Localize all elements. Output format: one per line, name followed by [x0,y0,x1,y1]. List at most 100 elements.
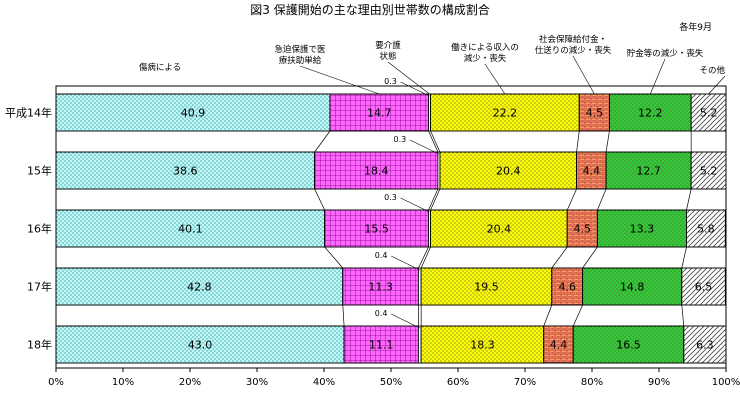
x-tick-label: 80% [581,377,603,388]
connector-line [314,188,325,211]
bar-segment-pattern [55,151,316,190]
series-label-leader [387,61,430,95]
data-label: 43.0 [188,339,213,352]
data-label: 0.4 [375,309,388,318]
bar-segment-pattern [572,325,685,364]
data-label: 12.2 [638,107,663,120]
connector-line [566,188,577,211]
data-label: 15.5 [364,223,389,236]
data-label: 4.4 [583,165,601,178]
bar-segment-pattern [566,209,598,248]
series-label: その他 [699,65,725,76]
leader-line [391,255,420,271]
connector-line [430,188,441,211]
leader-line [391,313,420,329]
x-tick-label: 90% [648,377,670,388]
connector-line [605,130,610,153]
data-label: 4.5 [574,223,592,236]
bar-segment-pattern [683,325,727,364]
x-axis: 平成14年 15年 16年 17年 18年 0% 10% 20% 30% 40% 50% 60% 70%… [5,106,740,389]
data-label: 14.7 [367,107,392,120]
bar-segment-pattern [329,93,429,132]
bar-segment-pattern [576,151,607,190]
series-label-leader [650,58,666,95]
data-label: 18.4 [364,165,389,178]
connector-line [597,188,607,211]
category-label: 16年 [27,222,52,236]
data-label: 6.5 [695,281,713,294]
data-label: 38.6 [173,165,198,178]
bar-segment-pattern [686,209,726,248]
data-label: 20.4 [487,223,512,236]
leader-line [409,139,440,155]
data-label: 11.1 [369,339,394,352]
connector-line [582,246,598,269]
bar-segment-pattern [430,93,580,132]
data-label: 4.5 [586,107,604,120]
bar-segment-pattern [681,267,726,306]
data-label: 4.4 [550,339,568,352]
x-tick-label: 50% [380,377,402,388]
x-tick-label: 10% [112,377,134,388]
bar-segment-pattern [314,151,439,190]
connector-line [551,246,568,269]
bar-segment-pattern [420,267,553,306]
bar-segment-pattern [430,209,568,248]
connector-line [314,130,331,153]
connector-line [428,130,439,153]
series-label: 急迫保護で医 [274,44,326,55]
series-label-leader [484,63,506,95]
data-label: 11.3 [368,281,393,294]
bar-segment-pattern [690,151,727,190]
data-label: 5.2 [700,165,718,178]
series-label: 傷病による [139,62,181,73]
series-label: 仕送りの減少・喪失 [535,45,612,56]
connector-line [428,188,439,211]
connector-line [686,188,692,211]
bar-segment-pattern [582,267,683,306]
bar-segment-pattern [55,93,331,132]
connector-line [420,246,431,269]
series-label: 要介護 [375,40,401,51]
category-label: 平成14年 [5,106,52,120]
data-label: 0.3 [394,135,407,144]
data-label: 18.3 [470,339,495,352]
connector-line [572,304,583,327]
bar-segment-pattern [596,209,687,248]
x-tick-label: 30% [246,377,268,388]
series-label-leader [708,75,726,95]
data-label: 16.5 [616,339,641,352]
data-label: 12.7 [636,165,661,178]
bar-segment-pattern [609,93,692,132]
data-label: 40.1 [178,223,203,236]
x-tick-label: 40% [313,377,335,388]
data-label: 6.3 [696,339,714,352]
chart-note: 各年9月 [679,21,712,33]
bar-segment-pattern [551,267,584,306]
category-label: 18年 [27,338,52,352]
category-label: 17年 [27,280,52,294]
data-label: 0.4 [375,251,388,260]
bar-segment-pattern [605,151,692,190]
chart-title: 図3 保護開始の主な理由別世帯数の構成割合 [250,2,489,17]
connector-line [681,246,687,269]
x-tick-label: 70% [514,377,536,388]
bar-segment-pattern [342,267,419,306]
data-label: 20.4 [496,165,521,178]
bar-segment-pattern [543,325,574,364]
data-label: 22.2 [493,107,518,120]
data-label: 14.8 [620,281,645,294]
data-label: 5.2 [700,107,718,120]
bar-segment [418,325,422,364]
connector-line [324,246,344,269]
data-label: 13.3 [630,223,655,236]
leader-line [400,197,430,213]
connector-lines [314,130,692,327]
bar-segment-pattern [55,267,344,306]
bars: 40.9 14.7 0.3 22.2 4.5 12.2 5.2 38.6 18.4 0.3 20.4… [55,77,727,369]
series-label-leader [572,55,595,95]
data-label: 40.9 [181,107,206,120]
bar-segment-pattern [324,209,429,248]
data-label: 5.8 [697,223,715,236]
